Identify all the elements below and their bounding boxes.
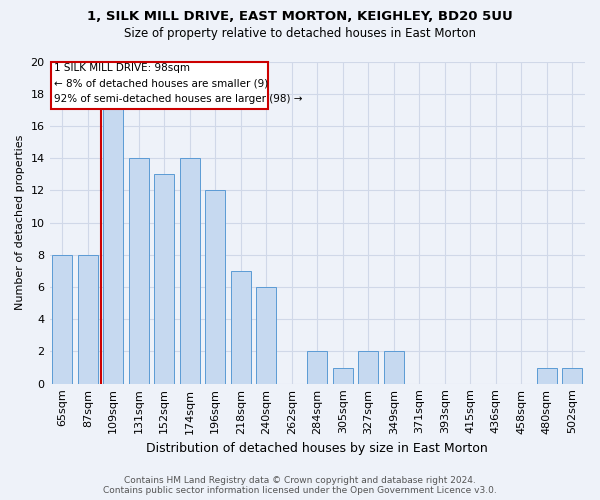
Text: 92% of semi-detached houses are larger (98) →: 92% of semi-detached houses are larger (…	[54, 94, 302, 104]
Bar	[256, 287, 277, 384]
Bar	[383, 352, 404, 384]
Text: Size of property relative to detached houses in East Morton: Size of property relative to detached ho…	[124, 28, 476, 40]
Bar	[332, 368, 353, 384]
Bar	[179, 158, 200, 384]
Text: 1, SILK MILL DRIVE, EAST MORTON, KEIGHLEY, BD20 5UU: 1, SILK MILL DRIVE, EAST MORTON, KEIGHLE…	[87, 10, 513, 23]
Bar	[205, 190, 226, 384]
Bar	[77, 255, 98, 384]
Text: 1 SILK MILL DRIVE: 98sqm: 1 SILK MILL DRIVE: 98sqm	[54, 63, 190, 73]
X-axis label: Distribution of detached houses by size in East Morton: Distribution of detached houses by size …	[146, 442, 488, 455]
FancyBboxPatch shape	[51, 62, 268, 109]
Y-axis label: Number of detached properties: Number of detached properties	[15, 135, 25, 310]
Bar	[52, 255, 73, 384]
Text: ← 8% of detached houses are smaller (9): ← 8% of detached houses are smaller (9)	[54, 78, 268, 88]
Bar	[307, 352, 328, 384]
Bar	[562, 368, 583, 384]
Bar	[154, 174, 175, 384]
Bar	[358, 352, 379, 384]
Bar	[103, 94, 124, 384]
Bar	[128, 158, 149, 384]
Bar	[536, 368, 557, 384]
Text: Contains HM Land Registry data © Crown copyright and database right 2024.
Contai: Contains HM Land Registry data © Crown c…	[103, 476, 497, 495]
Bar	[230, 271, 251, 384]
